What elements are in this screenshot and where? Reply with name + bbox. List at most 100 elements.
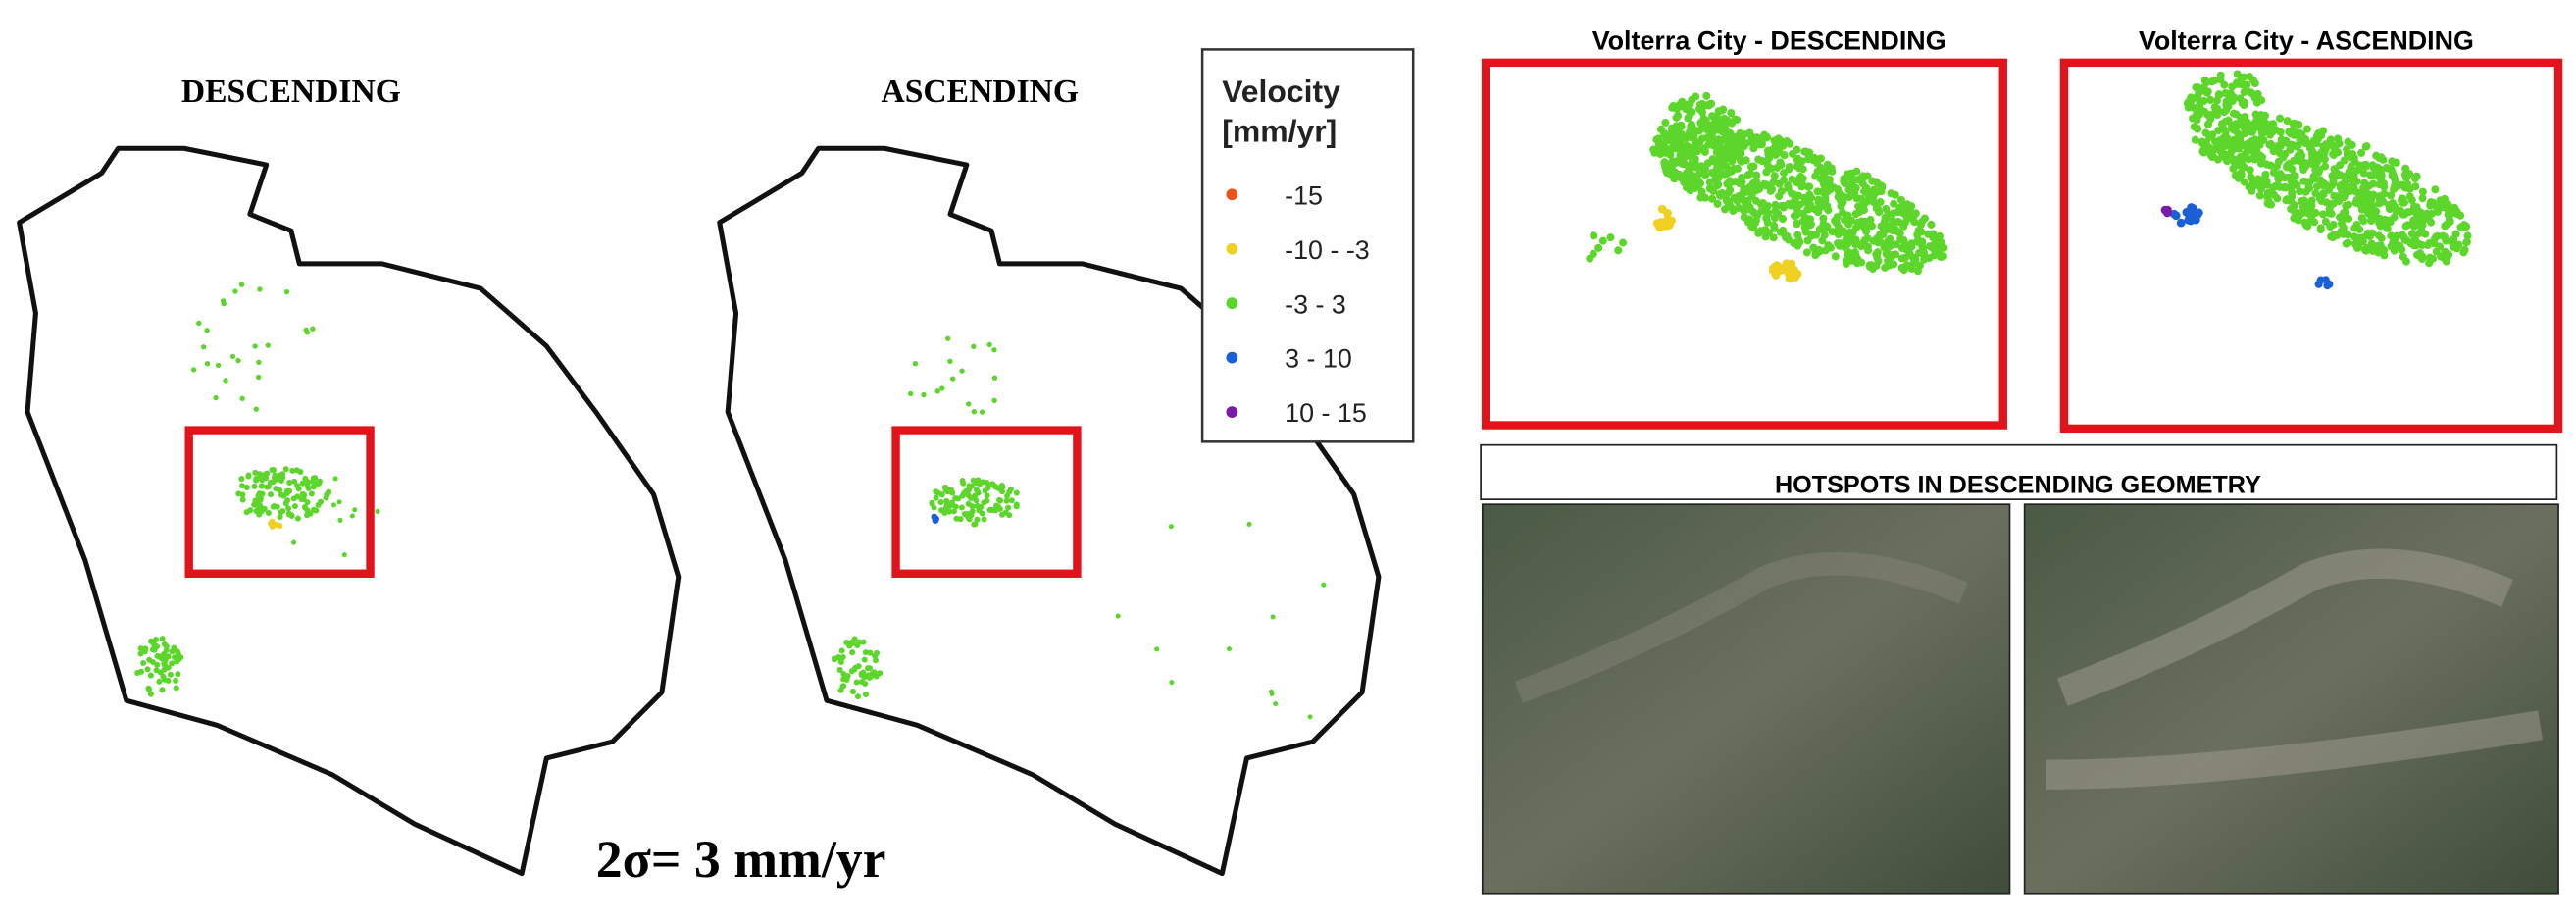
ps-point [1814,195,1823,204]
ps-point [1766,186,1775,195]
ps-point [2335,161,2345,170]
ps-point [1784,181,1793,190]
ps-point [2288,127,2297,135]
ps-point [949,489,956,496]
ps-point [2341,177,2349,185]
ps-point [2198,147,2207,156]
ps-point [1929,230,1938,238]
ps-point [2367,239,2376,248]
ps-point [1786,139,1794,148]
ps-point [2273,170,2282,179]
ps-point [259,477,266,484]
ps-point [2240,178,2248,186]
ps-point [1675,133,1684,142]
ps-point [2355,225,2364,233]
ps-point [1006,512,1013,519]
ps-point [2163,205,2172,215]
ps-point [1828,167,1837,176]
ps-point [947,358,953,364]
ps-point [2438,202,2447,211]
ps-point [1846,249,1855,258]
ps-point [950,508,957,515]
ps-point [854,641,861,648]
ps-point [2275,141,2284,150]
ps-point [1926,242,1935,251]
ps-point [1745,128,1754,137]
ps-point [1619,238,1628,247]
ps-point [2365,231,2374,241]
ps-point [1771,200,1780,209]
ps-point [1804,220,1814,229]
ps-point [1814,205,1823,214]
ps-point [2364,195,2373,204]
ps-point [280,492,287,499]
ps-point [855,663,862,670]
ps-point [2213,111,2222,120]
ps-point [2272,162,2281,171]
ps-point [2401,164,2410,173]
ps-point [2325,141,2334,150]
ps-point [2344,137,2352,146]
ps-point [1005,504,1012,511]
ps-point [200,344,207,350]
ps-point [1880,243,1889,252]
ps-point [1798,209,1807,218]
ps-point [959,492,966,499]
ps-point [937,499,944,506]
ps-point [1847,175,1856,183]
ps-point [175,671,181,678]
ps-point [304,499,311,506]
ps-point [1889,209,1897,218]
ps-point [2328,200,2337,209]
ps-point [1795,164,1804,173]
ps-point [862,691,869,697]
ps-point [1709,170,1719,179]
ps-point [1823,222,1832,231]
ps-point [2373,247,2382,256]
ps-point [1763,161,1772,170]
ps-point [977,481,984,487]
ps-point [2334,197,2343,206]
ps-point [2319,181,2328,190]
ps-point [151,641,158,648]
ps-point [1733,164,1742,173]
ps-point [2311,189,2320,198]
ps-point [1661,118,1670,128]
ps-point [985,482,992,488]
legend-label: -15 [1285,180,1323,210]
ps-point [2399,252,2407,261]
ps-point [255,374,262,381]
urban-area [2046,548,2543,790]
ps-point [991,375,998,381]
urban-area [1514,551,1969,703]
ps-point [1904,214,1913,223]
ps-point [2247,88,2255,97]
ps-point [252,343,258,349]
ps-point [1270,614,1276,620]
ps-point [1675,101,1684,110]
zoom-frame [2059,58,2563,434]
ps-point [1873,179,1882,188]
ps-point [1711,116,1720,125]
ps-point [2236,137,2245,146]
ps-point [948,499,955,506]
ps-point [932,517,939,525]
ps-point [2207,77,2216,86]
ps-point [1715,145,1724,154]
ps-point [1761,226,1770,234]
ps-point [1734,203,1743,212]
ps-point [265,484,272,490]
ps-point [156,678,163,685]
ps-point [1707,194,1717,203]
ps-point [942,504,950,511]
legend: Velocity [mm/yr] -15 -10 - -3 -3 - 3 3 - 10… [1200,48,1415,443]
ps-point [2307,196,2316,205]
ps-point [1930,251,1939,260]
ps-point [1751,177,1760,185]
ps-point [2189,114,2197,123]
ps-point [221,298,227,304]
ps-point [1743,171,1752,179]
ps-point [2184,98,2193,107]
ps-point [2288,140,2297,149]
ps-point [1800,197,1809,207]
